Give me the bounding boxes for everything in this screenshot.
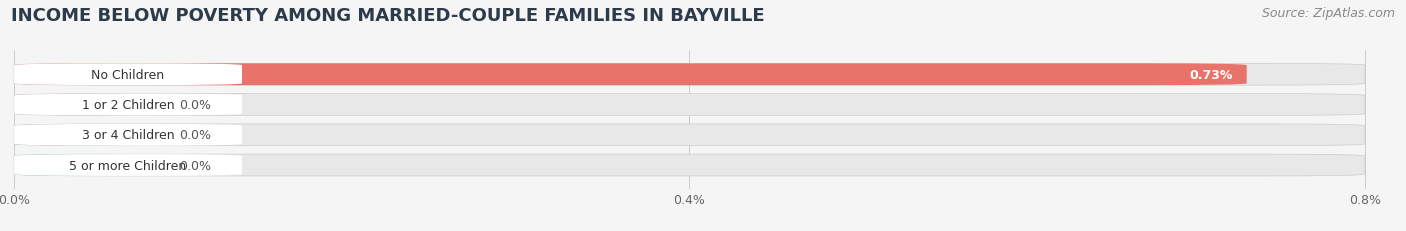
- FancyBboxPatch shape: [14, 124, 166, 146]
- FancyBboxPatch shape: [14, 64, 1365, 86]
- Text: INCOME BELOW POVERTY AMONG MARRIED-COUPLE FAMILIES IN BAYVILLE: INCOME BELOW POVERTY AMONG MARRIED-COUPL…: [11, 7, 765, 25]
- Text: 0.0%: 0.0%: [180, 159, 211, 172]
- Text: 5 or more Children: 5 or more Children: [69, 159, 187, 172]
- FancyBboxPatch shape: [14, 64, 242, 86]
- FancyBboxPatch shape: [14, 124, 242, 146]
- FancyBboxPatch shape: [14, 124, 1365, 146]
- FancyBboxPatch shape: [14, 64, 1247, 86]
- Text: 3 or 4 Children: 3 or 4 Children: [82, 129, 174, 142]
- FancyBboxPatch shape: [14, 155, 242, 176]
- FancyBboxPatch shape: [14, 94, 242, 116]
- FancyBboxPatch shape: [14, 94, 166, 116]
- Text: 0.0%: 0.0%: [180, 129, 211, 142]
- FancyBboxPatch shape: [14, 155, 166, 176]
- Text: 0.73%: 0.73%: [1189, 68, 1233, 81]
- Text: 1 or 2 Children: 1 or 2 Children: [82, 99, 174, 112]
- Text: Source: ZipAtlas.com: Source: ZipAtlas.com: [1261, 7, 1395, 20]
- FancyBboxPatch shape: [14, 155, 1365, 176]
- Text: No Children: No Children: [91, 68, 165, 81]
- FancyBboxPatch shape: [14, 94, 1365, 116]
- Text: 0.0%: 0.0%: [180, 99, 211, 112]
